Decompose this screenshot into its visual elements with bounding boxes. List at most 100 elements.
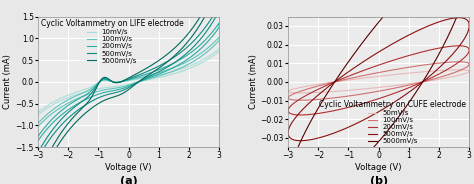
- 100mV/s: [35, 122, 41, 124]
- 500mV/s: [466, 24, 472, 26]
- Legend: 50mV/s, 100mV/s, 200mV/s, 500mV/s, 5000mV/s: 50mV/s, 100mV/s, 200mV/s, 500mV/s, 5000m…: [319, 100, 467, 145]
- 5000mV/s: [96, 82, 102, 84]
- Line: 200mV/s: 200mV/s: [38, 23, 219, 141]
- 10mV/s: [207, 57, 213, 59]
- Text: (b): (b): [370, 176, 388, 184]
- 100mV/s: [200, 54, 205, 57]
- 50mV/s: [466, 70, 472, 72]
- 500mV/s: [207, 26, 213, 28]
- 5000mV/s: [379, 136, 385, 139]
- Y-axis label: Current (mA): Current (mA): [3, 54, 12, 109]
- 100mV/s: [379, 89, 385, 92]
- 5000mV/s: [192, 23, 198, 25]
- 500mV/s: [415, 29, 421, 32]
- 50mV/s: [333, 90, 338, 93]
- 200mV/s: [207, 38, 213, 40]
- 50mV/s: [456, 69, 462, 71]
- 200mV/s: [35, 135, 41, 138]
- 50mV/s: [289, 89, 295, 91]
- 200mV/s: [96, 81, 102, 84]
- X-axis label: Voltage (V): Voltage (V): [105, 163, 152, 172]
- 100mV/s: [456, 61, 462, 63]
- 200mV/s: [371, 66, 376, 68]
- 200mV/s: [466, 49, 472, 51]
- 200mV/s: [466, 49, 472, 51]
- 50mV/s: [300, 92, 306, 94]
- 200mV/s: [157, 68, 163, 70]
- 5000mV/s: [35, 177, 41, 179]
- Line: 500mV/s: 500mV/s: [38, 5, 219, 158]
- 5000mV/s: [200, 20, 205, 22]
- 500mV/s: [35, 152, 41, 154]
- 100mV/s: [35, 125, 41, 128]
- 100mV/s: [157, 71, 163, 73]
- 10mV/s: [157, 74, 163, 76]
- 5000mV/s: [289, 163, 295, 165]
- 100mV/s: [216, 36, 222, 38]
- Line: 5000mV/s: 5000mV/s: [288, 0, 469, 184]
- 200mV/s: [192, 48, 198, 50]
- 5000mV/s: [333, 182, 338, 184]
- 200mV/s: [289, 104, 295, 106]
- 50mV/s: [415, 71, 421, 73]
- 500mV/s: [96, 81, 102, 84]
- Y-axis label: Current (mA): Current (mA): [249, 54, 258, 109]
- Line: 200mV/s: 200mV/s: [288, 46, 469, 115]
- 500mV/s: [379, 109, 385, 111]
- 100mV/s: [333, 97, 338, 99]
- 10mV/s: [96, 81, 102, 83]
- 10mV/s: [192, 62, 198, 65]
- 500mV/s: [192, 38, 198, 40]
- 500mV/s: [298, 140, 303, 142]
- 100mV/s: [371, 72, 376, 75]
- 10mV/s: [216, 48, 222, 50]
- 5000mV/s: [207, 6, 213, 8]
- 100mV/s: [466, 63, 472, 65]
- 100mV/s: [300, 99, 306, 101]
- Line: 50mV/s: 50mV/s: [288, 70, 469, 93]
- 50mV/s: [298, 92, 303, 94]
- X-axis label: Voltage (V): Voltage (V): [356, 163, 402, 172]
- Text: (a): (a): [119, 176, 137, 184]
- 100mV/s: [298, 99, 303, 101]
- 100mV/s: [96, 81, 102, 83]
- 100mV/s: [466, 63, 472, 65]
- Line: 5000mV/s: 5000mV/s: [38, 0, 219, 184]
- 500mV/s: [456, 17, 462, 19]
- 5000mV/s: [83, 103, 89, 105]
- 50mV/s: [371, 76, 376, 78]
- 200mV/s: [379, 96, 385, 99]
- 500mV/s: [300, 139, 306, 142]
- 200mV/s: [35, 140, 41, 142]
- 200mV/s: [298, 114, 303, 116]
- 500mV/s: [83, 97, 89, 100]
- 500mV/s: [466, 24, 472, 26]
- 200mV/s: [83, 93, 89, 96]
- 200mV/s: [456, 45, 462, 47]
- Line: 100mV/s: 100mV/s: [38, 37, 219, 127]
- 10mV/s: [35, 114, 41, 116]
- 500mV/s: [333, 131, 338, 134]
- 100mV/s: [289, 94, 295, 96]
- 200mV/s: [300, 114, 306, 116]
- 200mV/s: [415, 52, 421, 54]
- 100mV/s: [415, 65, 421, 67]
- 10mV/s: [35, 111, 41, 114]
- 500mV/s: [289, 122, 295, 124]
- 500mV/s: [216, 4, 222, 6]
- 100mV/s: [192, 56, 198, 58]
- 100mV/s: [83, 91, 89, 93]
- 10mV/s: [200, 61, 205, 64]
- 500mV/s: [35, 157, 41, 160]
- 500mV/s: [157, 64, 163, 66]
- 5000mV/s: [371, 27, 376, 29]
- 200mV/s: [216, 22, 222, 24]
- 500mV/s: [200, 36, 205, 38]
- 100mV/s: [207, 49, 213, 51]
- 200mV/s: [333, 109, 338, 112]
- 200mV/s: [200, 46, 205, 48]
- 50mV/s: [379, 86, 385, 88]
- 50mV/s: [466, 70, 472, 72]
- 10mV/s: [83, 88, 89, 90]
- Line: 100mV/s: 100mV/s: [288, 62, 469, 100]
